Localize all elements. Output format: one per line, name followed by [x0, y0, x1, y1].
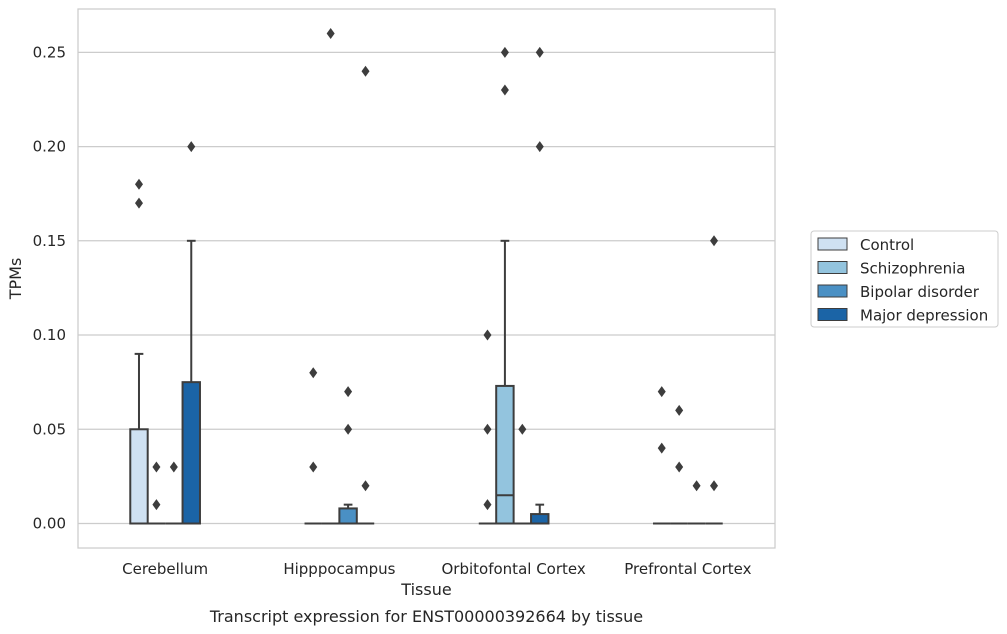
- outlier-marker: [152, 499, 161, 511]
- outliers: [134, 28, 719, 511]
- box-body: [495, 384, 515, 525]
- box-major-depression: [530, 503, 550, 525]
- y-tick-label: 0.10: [33, 326, 66, 344]
- outlier-marker: [710, 235, 719, 247]
- outlier-marker: [187, 141, 196, 153]
- outlier-marker: [326, 28, 335, 39]
- y-tick-label: 0.00: [33, 515, 66, 533]
- legend-swatch: [817, 284, 848, 298]
- plot-area-frame: [77, 8, 776, 549]
- legend-label: Bipolar disorder: [860, 283, 980, 301]
- chart-caption: Transcript expression for ENST0000039266…: [209, 607, 643, 626]
- box-major-depression: [181, 239, 201, 525]
- y-tick-label: 0.05: [33, 420, 66, 438]
- y-tick-label: 0.15: [33, 232, 66, 250]
- outlier-marker: [134, 178, 143, 190]
- x-axis-label: Tissue: [400, 580, 451, 599]
- legend-swatch: [817, 308, 848, 321]
- box-body: [530, 513, 550, 525]
- legend-frame: [810, 230, 999, 328]
- outlier-marker: [152, 461, 161, 473]
- outlier-marker: [134, 197, 143, 209]
- x-axis-ticks: Cerebellum Hipppocampus Orbitofontal Corte…: [122, 560, 751, 578]
- outlier-marker: [710, 480, 719, 492]
- outlier-marker: [518, 423, 527, 435]
- x-tick-label: Prefrontal Cortex: [624, 560, 751, 578]
- x-tick-label: Cerebellum: [122, 560, 208, 578]
- outlier-marker: [309, 461, 318, 473]
- outlier-marker: [361, 65, 370, 77]
- y-tick-label: 0.25: [33, 43, 66, 61]
- outlier-marker: [500, 46, 509, 58]
- outlier-marker: [692, 480, 701, 492]
- outlier-marker: [483, 499, 492, 511]
- box-body: [338, 507, 358, 525]
- legend-label: Schizophrenia: [860, 260, 965, 278]
- outlier-marker: [675, 461, 684, 473]
- outlier-marker: [657, 442, 666, 454]
- y-axis-ticks: 0.00 0.05 0.10 0.15 0.20 0.25: [33, 43, 66, 532]
- outlier-marker: [344, 386, 353, 398]
- outlier-marker: [344, 423, 353, 435]
- outlier-marker: [309, 367, 318, 379]
- outlier-marker: [169, 461, 178, 473]
- legend-items: Control Schizophrenia Bipolar disorder Majo…: [817, 236, 988, 325]
- x-tick-label: Hipppocampus: [283, 560, 395, 578]
- outlier-marker: [675, 404, 684, 416]
- box-bipolar-disorder: [338, 503, 358, 525]
- y-axis-label: TPMs: [6, 258, 25, 301]
- outlier-marker: [500, 84, 509, 96]
- legend-swatch: [817, 261, 848, 274]
- y-tick-label: 0.20: [33, 138, 66, 156]
- outlier-marker: [535, 46, 544, 58]
- outlier-marker: [483, 329, 492, 341]
- legend-label: Control: [860, 236, 914, 254]
- x-tick-label: Orbitofontal Cortex: [442, 560, 586, 578]
- legend: Control Schizophrenia Bipolar disorder Majo…: [810, 230, 999, 328]
- outlier-marker: [535, 141, 544, 153]
- legend-swatch: [817, 237, 848, 251]
- outlier-marker: [657, 386, 666, 398]
- boxes: [129, 239, 723, 525]
- outlier-marker: [361, 480, 370, 492]
- box-body: [129, 428, 149, 525]
- outlier-marker: [483, 423, 492, 435]
- box-schizophrenia: [495, 239, 515, 525]
- legend-label: Major depression: [860, 307, 988, 325]
- box-control: [129, 352, 149, 525]
- box-body: [181, 381, 201, 525]
